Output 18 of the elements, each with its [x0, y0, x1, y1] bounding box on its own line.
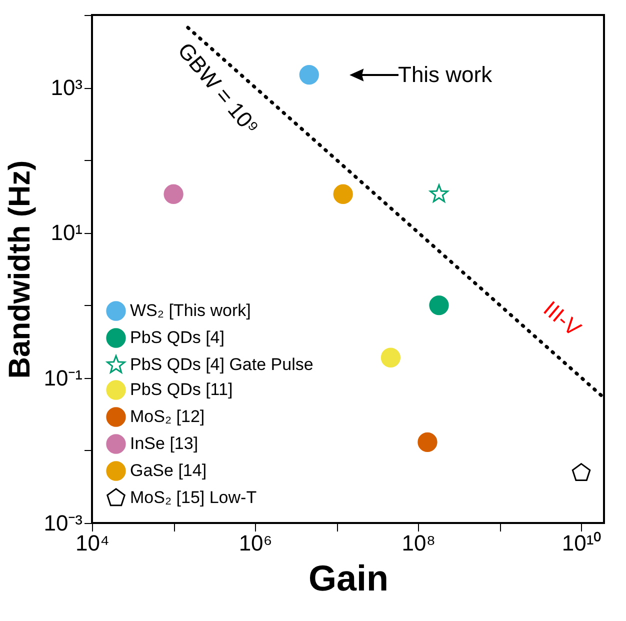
y-tick-label: 10¹ [50, 220, 82, 246]
annotation: III-V [538, 296, 586, 342]
legend-label: PbS QDs [4] Gate Pulse [130, 355, 314, 374]
legend-label: MoS₂ [12] [130, 407, 205, 426]
x-axis-title: Gain [308, 558, 389, 598]
annotation: This work [398, 62, 494, 87]
legend-label: GaSe [14] [130, 461, 207, 480]
y-tick-label: 10³ [50, 75, 82, 100]
x-tick-label: 10⁸ [402, 530, 436, 556]
y-tick-label: 10⁻¹ [44, 365, 82, 390]
legend-label: WS₂ [This work] [130, 301, 251, 320]
legend-label: InSe [13] [130, 434, 198, 453]
legend-label: PbS QDs [4] [130, 328, 224, 347]
x-tick-label: 10⁶ [238, 530, 272, 556]
legend-label: MoS₂ [15] Low-T [130, 488, 257, 507]
legend-label: PbS QDs [11] [130, 380, 233, 399]
x-tick-label: 10¹⁰ [562, 530, 602, 556]
y-axis-title: Bandwidth (Hz) [4, 160, 37, 379]
